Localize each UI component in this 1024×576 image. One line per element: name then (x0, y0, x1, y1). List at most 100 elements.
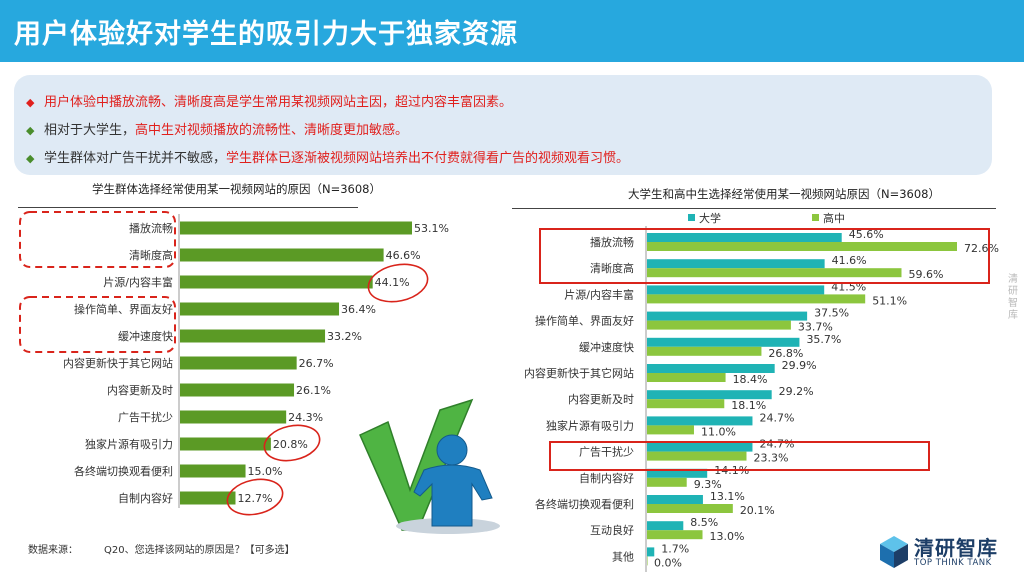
summary-bullet-2: ◆ 相对于大学生，高中生对视频播放的流畅性、清晰度更加敏感。 (26, 119, 408, 138)
right-bar-chart: 大学 高中播放流畅45.6%72.6%清晰度高41.6%59.6%片源/内容丰富4… (524, 211, 999, 572)
college-bar (647, 521, 684, 531)
right-category-label: 操作简单、界面友好 (535, 314, 634, 328)
college-bar (647, 337, 800, 347)
right-category-label: 缓冲速度快 (579, 340, 634, 354)
diamond-bullet-icon: ◆ (26, 152, 35, 165)
highschool-bar (647, 268, 902, 278)
brand-logo: 清研智库 TOP THINK TANK (878, 530, 1018, 574)
college-bar (647, 364, 775, 373)
left-value-label: 53.1% (414, 222, 449, 235)
left-bar-chart: 播放流畅 53.1% 清晰度高 46.6% 片源/内容丰富 44.1% 操作简单、界面友好 3… (63, 214, 449, 508)
college-value-label: 24.7% (759, 411, 794, 424)
college-value-label: 41.6% (832, 254, 867, 267)
left-category-label: 内容更新快于其它网站 (63, 356, 173, 370)
college-value-label: 29.2% (779, 385, 814, 398)
left-bar (180, 464, 246, 478)
dashed-highlight-box (19, 211, 176, 268)
highschool-value-label: 33.7% (798, 321, 833, 334)
hand-drawn-circle (226, 478, 284, 516)
college-value-label: 35.7% (806, 333, 841, 346)
left-chart-title: 学生群体选择经常使用某一视频网站的原因（N=3608） (92, 182, 382, 196)
source-label: 数据来源： (28, 545, 78, 556)
legend-label: 高中 (823, 211, 845, 225)
college-value-label: 45.6% (849, 228, 884, 241)
summary-bullet-lead: 相对于大学生， (44, 123, 136, 138)
college-bar (647, 468, 708, 478)
diamond-bullet-icon: ◆ (26, 96, 35, 109)
annotations (19, 211, 990, 534)
right-category-label: 内容更新快于其它网站 (524, 366, 634, 380)
college-bar (647, 495, 703, 504)
left-category-label: 内容更新及时 (107, 383, 173, 397)
left-bar (180, 221, 412, 235)
highschool-bar (647, 530, 703, 540)
right-category-label: 互动良好 (590, 523, 634, 537)
person-body (413, 464, 493, 527)
left-bar (180, 383, 295, 397)
college-value-label: 13.1% (710, 490, 745, 503)
highschool-bar (647, 399, 725, 409)
college-bar (647, 416, 753, 426)
highschool-bar (647, 242, 957, 251)
hand-drawn-circle (367, 263, 429, 303)
college-value-label: 1.7% (661, 542, 689, 555)
title-bar: 用户体验好对学生的吸引力大于独家资源 (0, 0, 1024, 62)
highschool-value-label: 13.0% (710, 530, 745, 543)
hand-drawn-circle (263, 424, 321, 462)
person-head (436, 434, 468, 466)
diamond-bullet-icon: ◆ (26, 124, 35, 137)
highschool-value-label: 18.1% (731, 399, 766, 412)
highschool-bar (647, 477, 687, 487)
college-value-label: 24.7% (759, 438, 794, 451)
summary-bullet-3: ◆ 学生群体对广告干扰并不敏感，学生群体已逐渐被视频网站培养出不付费就得看广告的视… (26, 147, 629, 166)
side-watermark: 清研智库 (1008, 274, 1018, 321)
left-bar (180, 248, 384, 262)
left-bar (180, 437, 271, 451)
left-value-label: 26.7% (299, 357, 334, 370)
highschool-value-label: 20.1% (740, 504, 775, 517)
summary-bullet-text: 学生群体已逐渐被视频网站培养出不付费就得看广告的视频观看习惯。 (226, 151, 630, 166)
highschool-value-label: 26.8% (768, 347, 803, 360)
left-bar (180, 356, 297, 370)
college-value-label: 29.9% (782, 359, 817, 372)
left-category-label: 清晰度高 (129, 248, 173, 262)
cube-logo-icon (880, 536, 908, 568)
right-chart-title: 大学生和高中生选择经常使用某一视频网站原因（N=3608） (628, 187, 941, 201)
highschool-bar (647, 320, 791, 330)
left-value-label: 26.1% (296, 384, 331, 397)
highschool-value-label: 59.6% (908, 268, 943, 281)
college-bar (647, 233, 842, 242)
left-bar (180, 302, 340, 316)
highschool-value-label: 51.1% (872, 294, 907, 307)
summary-box: ◆ 用户体验中播放流畅、清晰度高是学生常用某视频网站主因，超过内容丰富因素。 ◆ 相… (14, 75, 992, 175)
right-title-rule (512, 208, 996, 209)
red-highlight-box (539, 228, 990, 284)
left-value-label: 12.7% (237, 492, 272, 505)
left-category-label: 独家片源有吸引力 (85, 437, 173, 451)
right-category-label: 播放流畅 (590, 235, 634, 249)
highschool-bar (647, 504, 733, 513)
legend-swatch (812, 214, 819, 221)
college-bar (647, 259, 825, 269)
right-category-label: 自制内容好 (579, 471, 634, 485)
left-category-label: 缓冲速度快 (118, 329, 173, 343)
right-category-label: 各终端切换观看便利 (535, 497, 634, 511)
highschool-bar (647, 425, 694, 435)
college-value-label: 8.5% (690, 516, 718, 529)
dashed-highlight-box (19, 296, 176, 353)
highschool-bar (647, 556, 648, 566)
left-bar (180, 329, 326, 343)
summary-bullet-lead: 学生群体对广告干扰并不敏感， (44, 151, 227, 166)
summary-bullet-1: ◆ 用户体验中播放流畅、清晰度高是学生常用某视频网站主因，超过内容丰富因素。 (26, 91, 512, 110)
logo-name-zh: 清研智库 (914, 536, 998, 560)
left-bar (180, 275, 373, 289)
left-category-label: 片源/内容丰富 (103, 275, 173, 289)
right-category-label: 独家片源有吸引力 (546, 418, 634, 432)
highschool-bar (647, 294, 866, 304)
left-value-label: 36.4% (341, 303, 376, 316)
left-value-label: 46.6% (386, 249, 421, 262)
source-text: Q20、您选择该网站的原因是？【可多选】 (104, 545, 295, 556)
right-category-label: 片源/内容丰富 (564, 287, 634, 301)
college-value-label: 37.5% (814, 307, 849, 320)
highschool-value-label: 72.6% (964, 242, 999, 255)
